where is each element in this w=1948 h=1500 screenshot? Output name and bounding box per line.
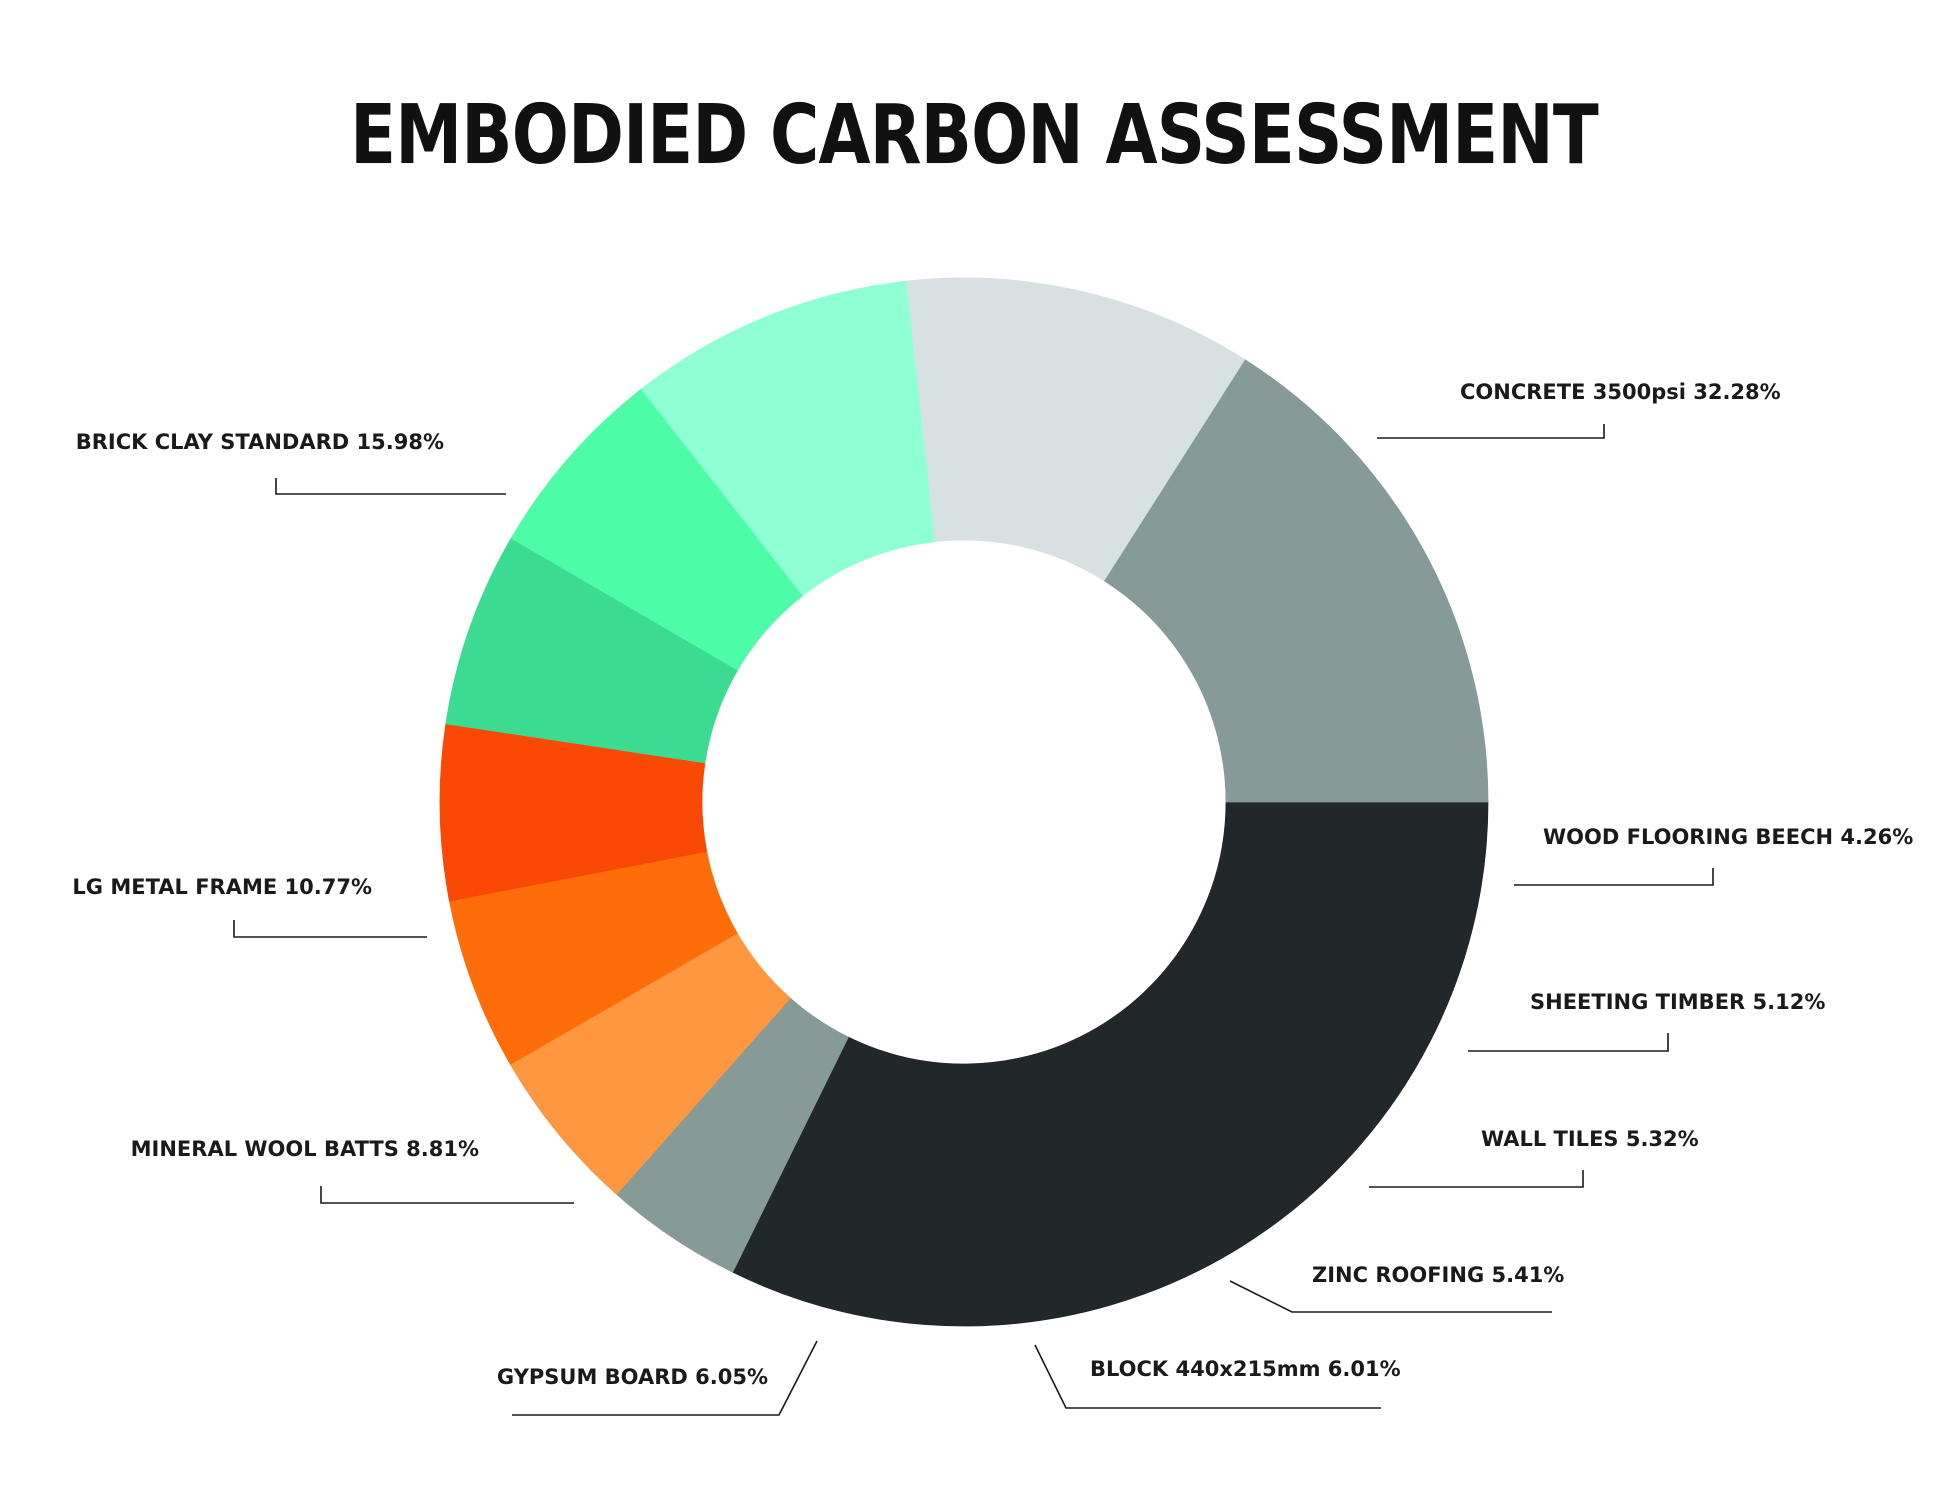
slice-label-6: GYPSUM BOARD 6.05% — [497, 1365, 768, 1389]
leader-line-1 — [1514, 868, 1714, 886]
leader-line-5 — [1034, 1344, 1381, 1409]
donut-slice-7 — [640, 280, 936, 597]
slice-label-9: BRICK CLAY STANDARD 15.98% — [76, 430, 444, 454]
slice-label-3: WALL TILES 5.32% — [1481, 1127, 1699, 1151]
leader-line-8 — [233, 920, 427, 938]
leader-line-2 — [1468, 1033, 1669, 1052]
slice-label-5: BLOCK 440x215mm 6.01% — [1090, 1357, 1401, 1381]
leader-line-6 — [512, 1340, 818, 1416]
donut-slices — [439, 277, 1489, 1327]
slice-label-2: SHEETING TIMBER 5.12% — [1530, 990, 1825, 1014]
slice-label-7: MINERAL WOOL BATTS 8.81% — [131, 1137, 479, 1161]
leader-line-9 — [275, 478, 506, 495]
leader-line-3 — [1369, 1170, 1584, 1188]
slice-labels: CONCRETE 3500psi 32.28% WOOD FLOORING BEE… — [72, 380, 1913, 1389]
leader-lines — [233, 424, 1714, 1416]
leader-line-4 — [1229, 1280, 1552, 1313]
slice-label-1: WOOD FLOORING BEECH 4.26% — [1543, 825, 1913, 849]
slice-label-8: LG METAL FRAME 10.77% — [72, 875, 372, 899]
donut-slice-9 — [1104, 359, 1489, 803]
leader-line-7 — [320, 1186, 574, 1204]
donut-slice-0 — [732, 801, 1489, 1327]
slice-label-0: CONCRETE 3500psi 32.28% — [1460, 380, 1781, 404]
chart-title: EMBODIED CARBON ASSESSMENT — [350, 88, 1599, 183]
slice-label-4: ZINC ROOFING 5.41% — [1312, 1263, 1564, 1287]
donut-slice-8 — [906, 277, 1246, 582]
leader-line-0 — [1377, 424, 1605, 439]
